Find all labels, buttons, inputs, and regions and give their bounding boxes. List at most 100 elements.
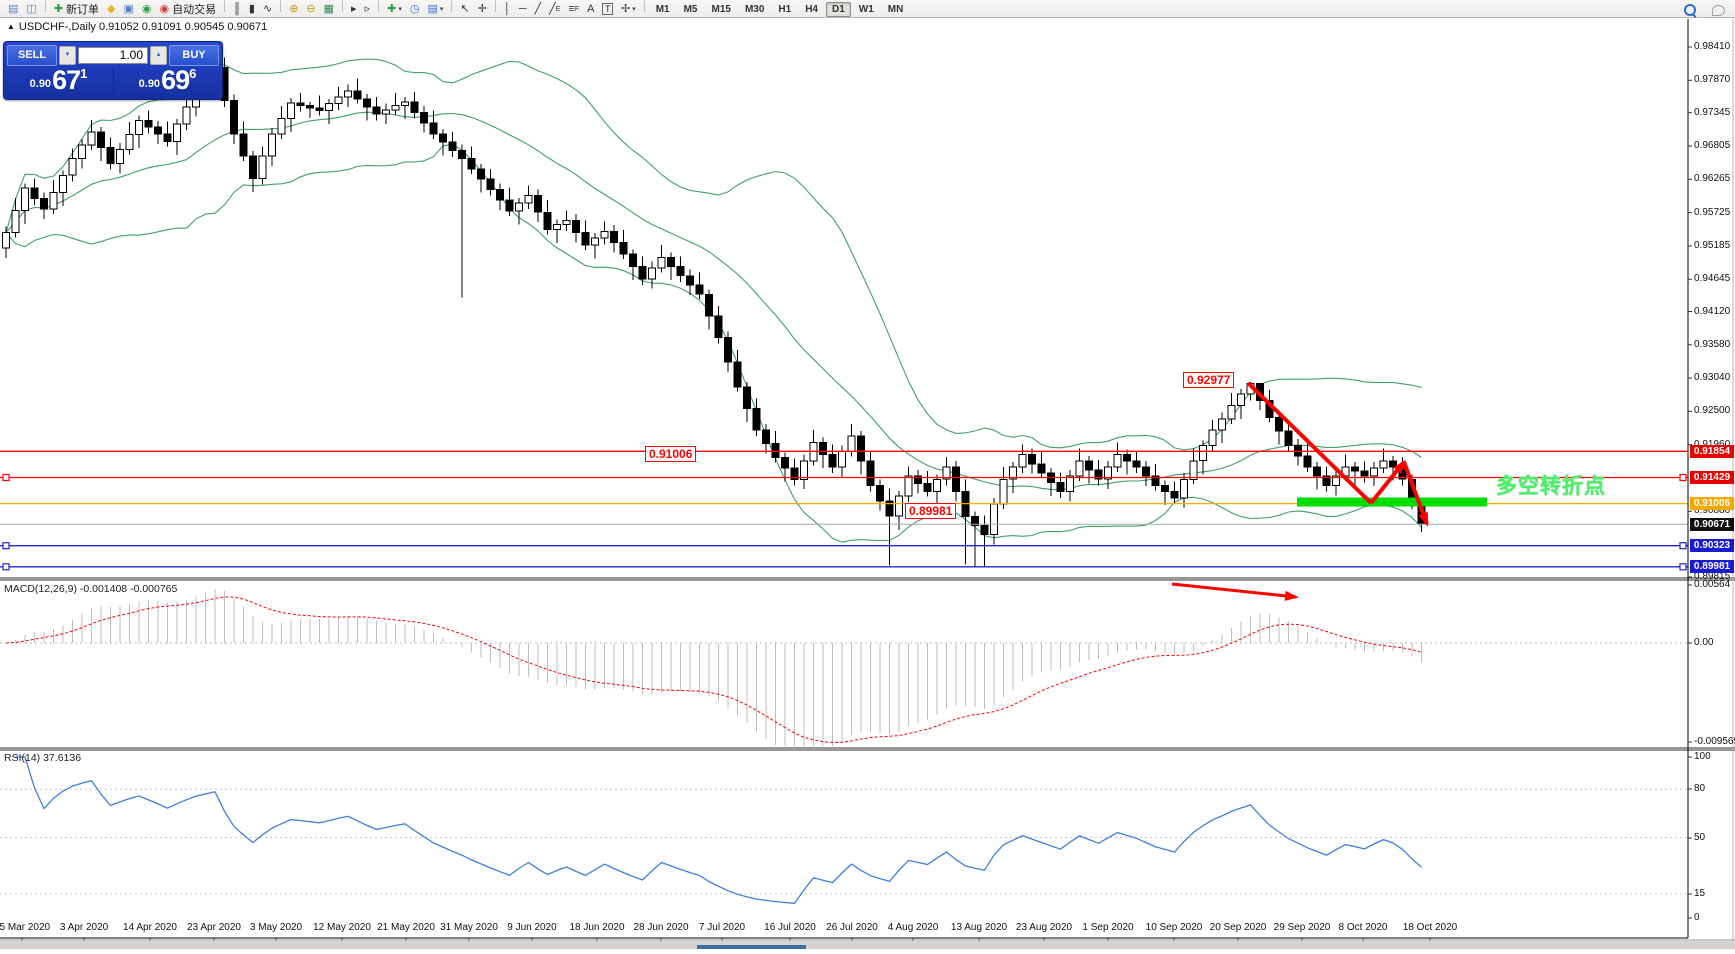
panel-divider [113, 67, 114, 94]
new-order-button[interactable]: ✚ 新订单 [50, 0, 103, 18]
text-button[interactable]: A [583, 0, 598, 18]
buy-button[interactable]: BUY [169, 44, 219, 66]
collapse-triangle-icon[interactable]: ▲ [7, 22, 15, 31]
timeframe-mn[interactable]: MN [887, 4, 904, 15]
window-list-button[interactable]: ▤ [4, 0, 22, 18]
volume-input[interactable] [78, 46, 148, 64]
signals-icon: ◉ [141, 3, 152, 15]
vertical-line-icon: │ [503, 3, 511, 15]
terminal-button[interactable]: ▣ [120, 0, 138, 18]
price-label-0-92977[interactable]: 0.92977 [1183, 372, 1235, 388]
arrows-icon: ✢ [620, 3, 631, 15]
search-button[interactable] [1680, 1, 1700, 19]
sell-price[interactable]: 0.90671 [29, 65, 88, 95]
toolbar-separator [643, 0, 645, 12]
autotrading-icon: ◉ [159, 3, 170, 15]
trendline-icon: ╱ [534, 3, 542, 15]
chart-window-button[interactable]: ◫ [22, 0, 40, 18]
zoom-out-button[interactable]: ⊖ [302, 0, 319, 18]
rsi-label: RSI(14) 37.6136 [4, 752, 82, 764]
metaeditor-button[interactable]: ◆ [103, 0, 119, 18]
timeframe-m30[interactable]: M30 [744, 4, 765, 15]
line-chart-button[interactable]: ∿ [259, 0, 276, 18]
crosshair-icon: ✛ [477, 3, 487, 15]
candle-chart-button[interactable]: ▮ [245, 0, 259, 18]
trendline-button[interactable]: ╱ [530, 0, 545, 18]
horizontal-line-button[interactable]: ─ [515, 0, 531, 18]
new-order-button-label: 新订单 [66, 4, 100, 16]
toolbar-separator [494, 0, 496, 12]
zoom-in-icon: ⊕ [289, 3, 299, 15]
buy-price[interactable]: 0.90696 [138, 65, 197, 95]
toolbar-separator [378, 0, 380, 12]
timeframe-d1[interactable]: D1 [826, 2, 851, 17]
cursor-icon: ↖ [460, 3, 470, 15]
annotation-bull-bear-turning-point[interactable]: 多空转折点 [1496, 475, 1606, 498]
window-list-icon: ▤ [8, 3, 19, 15]
caret-down-icon: ▾ [65, 50, 70, 58]
caret-down-icon: ▾ [632, 6, 636, 13]
taskbar-fragment [697, 945, 806, 949]
toolbar-separator [44, 0, 46, 12]
signals-button[interactable]: ◉ [138, 0, 156, 18]
timeframe-h1[interactable]: H1 [778, 4, 792, 15]
fibonacci-icon-sub: F [574, 5, 580, 13]
toolbar-separator [224, 0, 226, 12]
volume-decrease-button[interactable]: ▾ [59, 45, 76, 65]
channel-icon-sub: E [555, 5, 561, 13]
auto-scroll-button[interactable]: ▸ [347, 0, 361, 18]
cursor-button[interactable]: ↖ [456, 0, 473, 18]
indicators-button[interactable]: ✚ ▾ [383, 0, 406, 18]
new-order-icon: ✚ [53, 3, 64, 15]
toolbar: ▤ ◫ ✚ 新订单 ◆ ▣ ◉ ◉ 自动交易 ║ ▮ ∿ ⊕ ⊖ ▦ ▸ ▹ ✚ ▾ ◷ ▤ ▾ ↖ ✛ │ ─ ╱ ╱ E ≡ F A T ✢ ▾… [0, 0, 1735, 18]
line-chart-icon: ∿ [262, 3, 273, 15]
autotrading-button[interactable]: ◉ 自动交易 [156, 0, 221, 18]
price-label-0-91006[interactable]: 0.91006 [645, 446, 697, 462]
zoom-out-icon: ⊖ [306, 3, 316, 15]
one-click-trading-panel: SELL ▾ ▴ BUY 0.90671 0.90696 [3, 41, 223, 100]
arrows-button[interactable]: ✢ ▾ [617, 0, 640, 18]
sell-button[interactable]: SELL [7, 44, 57, 66]
channel-button[interactable]: ╱ E [545, 0, 564, 18]
text-label-button[interactable]: T [598, 0, 617, 18]
chart-shift-button[interactable]: ▹ [361, 0, 375, 18]
chart-window-icon: ◫ [26, 3, 37, 15]
price-axis[interactable] [1688, 19, 1735, 938]
tile-windows-button[interactable]: ▦ [320, 0, 338, 18]
toolbar-separator [342, 0, 344, 12]
candlestick-icon: ▮ [248, 3, 255, 15]
volume-increase-button[interactable]: ▴ [150, 45, 167, 65]
clock-icon: ◷ [409, 3, 420, 15]
bar-chart-button[interactable]: ║ [229, 0, 245, 18]
text-label-icon: T [602, 3, 613, 15]
chat-button[interactable] [1708, 1, 1729, 19]
auto-scroll-icon: ▸ [351, 3, 357, 15]
periods-button[interactable]: ◷ [406, 0, 424, 18]
toolbar-separator [280, 0, 282, 12]
metaeditor-icon: ◆ [107, 3, 116, 15]
crosshair-button[interactable]: ✛ [474, 0, 491, 18]
fibonacci-button[interactable]: ≡ F [564, 0, 583, 18]
caret-down-icon: ▾ [398, 6, 402, 13]
macd-label: MACD(12,26,9) -0.001408 -0.000765 [4, 583, 178, 595]
templates-button[interactable]: ▤ ▾ [423, 0, 447, 18]
bar-chart-icon: ║ [233, 3, 241, 15]
text-icon: A [587, 3, 595, 15]
timeframe-m1[interactable]: M1 [655, 4, 670, 15]
chart-title-text: USDCHF-,Daily 0.91052 0.91091 0.90545 0.… [18, 21, 268, 33]
timeframe-h4[interactable]: H4 [805, 4, 818, 15]
add-indicator-icon: ✚ [387, 3, 397, 15]
chart-shift-icon: ▹ [364, 3, 371, 15]
time-axis[interactable] [0, 919, 1688, 941]
zoom-in-button[interactable]: ⊕ [285, 0, 302, 18]
horizontal-line-icon: ─ [518, 3, 527, 15]
search-icon [1684, 4, 1696, 16]
price-label-0-89981[interactable]: 0.89981 [905, 503, 957, 519]
vertical-line-button[interactable]: │ [500, 0, 515, 18]
timeframe-m15[interactable]: M15 [711, 4, 731, 15]
chat-icon [1712, 4, 1725, 16]
channel-icon: ╱ [549, 3, 556, 15]
timeframe-m5[interactable]: M5 [683, 4, 698, 15]
timeframe-w1[interactable]: W1 [858, 4, 874, 15]
